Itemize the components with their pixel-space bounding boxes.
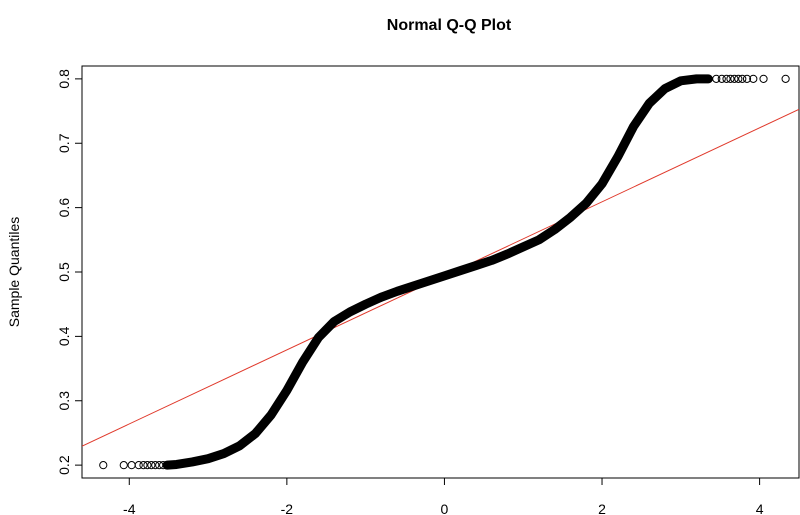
qq-point (759, 74, 768, 83)
qq-point (726, 74, 735, 83)
qq-point (393, 287, 402, 296)
qq-point (456, 266, 465, 275)
qq-point (119, 461, 128, 470)
qq-point (139, 461, 148, 470)
qq-point (99, 461, 108, 470)
y-tick-label: 0.7 (56, 133, 72, 153)
qq-point (471, 261, 481, 270)
qq-point (781, 74, 790, 83)
qq-point (550, 225, 559, 234)
qq-point (676, 76, 685, 85)
qq-point (155, 461, 164, 470)
qq-point (730, 74, 739, 83)
x-tick-label: 4 (756, 501, 764, 515)
axes-layer: -4 -2 0 2 4 0.2 0.3 0.4 0.5 0.6 0.7 0.8 (56, 69, 764, 515)
y-tick-label: 0.2 (56, 455, 72, 475)
qq-point (172, 460, 181, 469)
qq-point (717, 74, 726, 83)
qq-point (734, 74, 743, 83)
qq-point (330, 317, 339, 326)
y-tick-label: 0.6 (56, 198, 72, 218)
qq-point (692, 74, 701, 83)
qq-point (597, 179, 607, 188)
qq-point (361, 300, 370, 309)
qq-point (159, 461, 168, 470)
qq-point (424, 276, 433, 286)
qq-point (519, 242, 528, 251)
y-tick-label: 0.3 (56, 391, 72, 411)
qq-point (660, 84, 670, 93)
qq-point (219, 449, 228, 458)
x-tick-label: -4 (123, 501, 136, 515)
points-layer (99, 74, 790, 470)
x-tick-label: -2 (281, 501, 294, 515)
qq-point (722, 74, 731, 83)
qq-point (645, 99, 654, 108)
qq-point (162, 461, 172, 470)
qq-point (282, 386, 291, 395)
qq-point (613, 152, 622, 161)
x-tick-label: 2 (598, 501, 606, 515)
qq-point (582, 199, 591, 208)
qq-point (440, 271, 449, 280)
qq-point (742, 74, 752, 83)
qq-point (267, 410, 276, 420)
y-tick-label: 0.5 (56, 262, 72, 282)
y-tick-label: 0.4 (56, 326, 72, 346)
qq-point (749, 74, 758, 83)
qq-point (203, 454, 213, 463)
qq-point (251, 429, 260, 438)
qq-point (629, 122, 638, 131)
qq-point (151, 461, 160, 470)
y-tick-label: 0.8 (56, 69, 72, 89)
qq-point (704, 74, 713, 83)
qq-point (134, 461, 143, 470)
y-axis-label: Sample Quantiles (6, 217, 22, 328)
qq-point (738, 74, 747, 83)
qq-point (188, 457, 197, 467)
qq-point (143, 461, 152, 470)
qq-point (566, 213, 575, 222)
qq-point (487, 256, 496, 265)
qq-point (147, 461, 156, 470)
qq-point (314, 333, 323, 342)
qq-point (408, 282, 418, 291)
qq-point (345, 307, 354, 317)
x-tick-label: 0 (441, 501, 449, 515)
qq-point (503, 249, 512, 259)
qq-point (712, 74, 721, 83)
qq-point (235, 441, 244, 450)
qq-point (534, 235, 544, 244)
qq-point (377, 293, 386, 302)
chart-title: Normal Q-Q Plot (387, 17, 512, 34)
qq-point (298, 358, 307, 367)
